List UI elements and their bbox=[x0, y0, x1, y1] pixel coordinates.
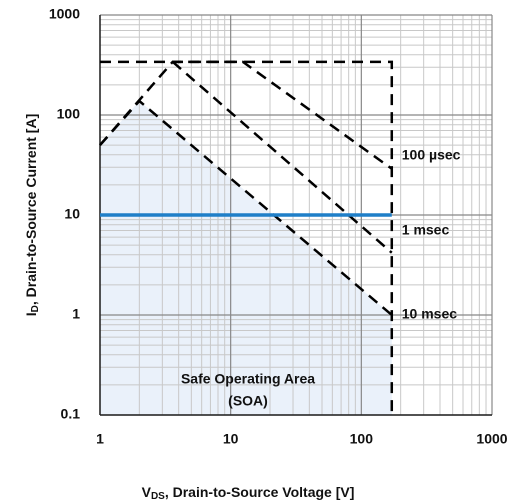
y-tick-label: 10 bbox=[64, 206, 80, 222]
series-line bbox=[171, 60, 393, 254]
x-tick-label: 1 bbox=[96, 431, 104, 447]
x-tick-label: 10 bbox=[223, 431, 239, 447]
x-tick-label: 100 bbox=[350, 431, 374, 447]
y-axis-label: ID, Drain-to-Source Current [A] bbox=[23, 114, 41, 316]
y-tick-label: 1 bbox=[72, 306, 80, 322]
safe-area bbox=[100, 101, 392, 416]
annotation: Safe Operating Area bbox=[181, 371, 315, 387]
series-line bbox=[99, 99, 393, 316]
series-label: 10 msec bbox=[402, 306, 457, 322]
x-axis-label: VDS, Drain-to-Source Voltage [V] bbox=[142, 484, 355, 502]
annotation: (SOA) bbox=[228, 393, 268, 409]
y-tick-label: 100 bbox=[57, 106, 81, 122]
x-tick-label: 1000 bbox=[476, 431, 507, 447]
y-tick-label: 0.1 bbox=[61, 406, 81, 422]
series-label: 100 µsec bbox=[402, 146, 461, 162]
y-tick-label: 1000 bbox=[49, 6, 80, 22]
series-label: 1 msec bbox=[402, 221, 450, 237]
